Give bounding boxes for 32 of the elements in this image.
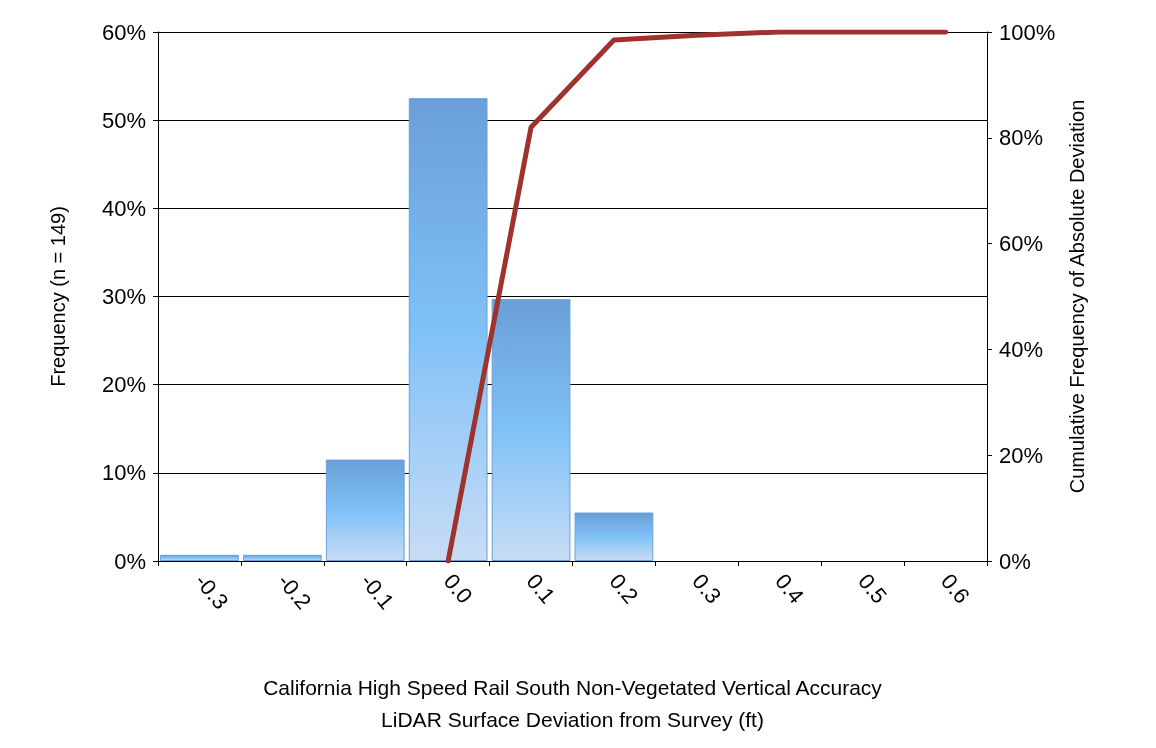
bar bbox=[160, 554, 239, 561]
bar bbox=[408, 98, 488, 561]
x-tick-label: 0.6 bbox=[935, 568, 975, 609]
x-tick-label: -0.2 bbox=[272, 568, 317, 615]
x-axis-title: California High Speed Rail South Non-Vegetated Vertical Accuracy LiDAR Surface Deviation from Survey (ft) bbox=[263, 675, 883, 731]
y2-tick-label: 80% bbox=[999, 125, 1044, 151]
bar bbox=[491, 299, 571, 561]
y-tick-label: 10% bbox=[101, 460, 146, 486]
x-tick-label: 0.4 bbox=[770, 568, 809, 609]
y-tick-label: 60% bbox=[101, 19, 146, 45]
y2-tick-label: 20% bbox=[999, 442, 1044, 468]
x-tick-label: 0.0 bbox=[438, 568, 478, 609]
bar bbox=[242, 554, 322, 561]
y2-tick-label: 0% bbox=[999, 548, 1031, 574]
y-tick-label: 0% bbox=[114, 548, 146, 574]
y2-tick-label: 60% bbox=[999, 231, 1044, 257]
y-axis-title: Frequency (n = 149) bbox=[47, 206, 69, 387]
y-tick-label: 50% bbox=[101, 107, 146, 133]
x-tick-label: 0.2 bbox=[604, 568, 644, 609]
y2-axis-title: Cumulative Frequency of Absolute Deviation bbox=[1066, 99, 1088, 494]
y-tick-label: 40% bbox=[101, 195, 146, 221]
x-tick-label: 0.5 bbox=[853, 568, 892, 609]
x-tick-label: -0.1 bbox=[355, 568, 400, 615]
y-tick-label: 30% bbox=[101, 284, 146, 309]
y2-tick-label: 40% bbox=[999, 336, 1044, 362]
x-tick-label: 0.3 bbox=[687, 568, 727, 609]
y-tick-label: 20% bbox=[101, 372, 146, 398]
bar bbox=[574, 512, 654, 561]
x-tick-label: -0.3 bbox=[189, 568, 234, 615]
y2-tick-label: 100% bbox=[999, 19, 1056, 45]
bar bbox=[325, 459, 405, 561]
x-tick-label: 0.1 bbox=[521, 568, 561, 609]
